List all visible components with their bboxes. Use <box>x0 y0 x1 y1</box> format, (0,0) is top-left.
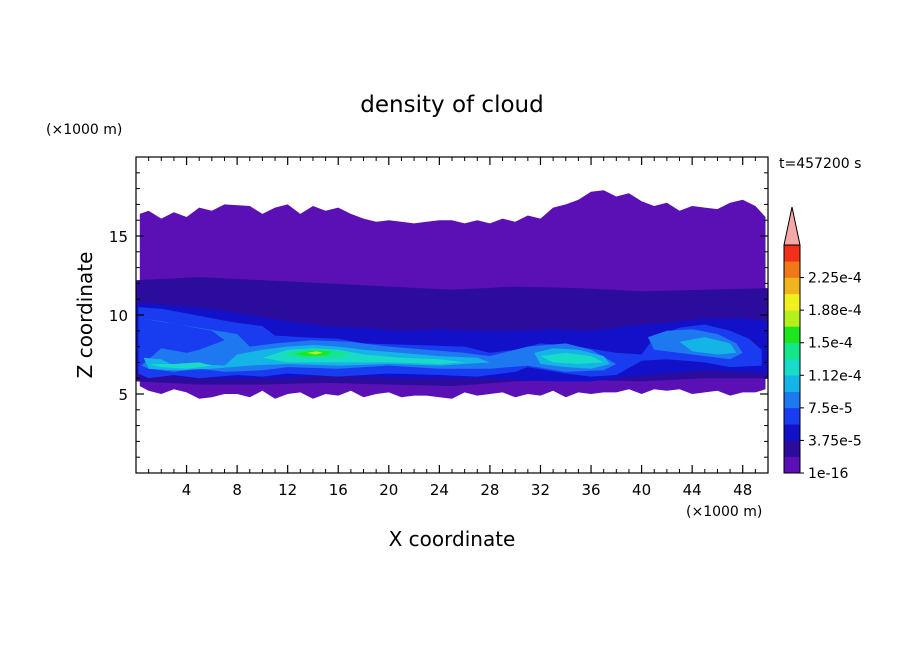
colorbar-swatch <box>784 375 800 392</box>
colorbar-label: 2.25e-4 <box>808 271 862 287</box>
y-axis-title: Z coordinate <box>73 252 97 379</box>
x-tick-label: 28 <box>480 481 499 499</box>
colorbar-swatch <box>784 326 800 344</box>
colorbar-swatch <box>784 310 800 327</box>
colorbar-extend-arrow <box>783 206 801 246</box>
x-tick-label: 48 <box>733 481 752 499</box>
colorbar-swatch <box>784 293 800 311</box>
contour-band-level-9 <box>306 351 324 355</box>
colorbar-swatch <box>784 277 800 295</box>
x-tick-label: 40 <box>632 481 651 499</box>
colorbar-swatch <box>784 245 800 262</box>
time-label: t=457200 s <box>779 156 861 172</box>
colorbar-label: 1.12e-4 <box>808 368 862 384</box>
y-unit-label: (×1000 m) <box>46 122 122 138</box>
x-tick-label: 20 <box>379 481 398 499</box>
x-tick-label: 16 <box>329 481 348 499</box>
colorbar-label: 7.5e-5 <box>808 401 853 417</box>
y-tick-label: 10 <box>109 307 128 325</box>
x-tick-label: 12 <box>278 481 297 499</box>
colorbar-swatch <box>784 261 800 278</box>
colorbar-swatch <box>784 456 800 474</box>
colorbar-swatch <box>784 342 800 360</box>
y-tick-label: 5 <box>118 386 128 404</box>
x-axis: 4 8 12 16 20 24 28 32 36 40 44 48 <box>148 157 756 499</box>
y-tick-label: 15 <box>109 228 128 246</box>
x-tick-label: 44 <box>683 481 702 499</box>
x-axis-title: X coordinate <box>389 527 516 551</box>
colorbar-label: 1.88e-4 <box>808 303 862 319</box>
y-axis: 5 10 15 <box>109 172 768 458</box>
contour-band-level-6 <box>148 362 212 369</box>
x-tick-label: 24 <box>430 481 449 499</box>
colorbar-swatch <box>784 391 800 409</box>
x-unit-label: (×1000 m) <box>686 504 762 520</box>
colorbar-label: 1.5e-4 <box>808 336 853 352</box>
colorbar: 2.25e-4 1.88e-4 1.5e-4 1.12e-4 7.5e-5 3.75e-5… <box>783 206 862 482</box>
contour-band-level-5 <box>679 337 737 355</box>
x-tick-label: 36 <box>581 481 600 499</box>
colorbar-label: 1e-16 <box>808 466 848 482</box>
plot-area <box>136 190 768 399</box>
colorbar-swatch <box>784 359 800 376</box>
x-tick-label: 32 <box>531 481 550 499</box>
colorbar-frame <box>783 244 801 474</box>
x-tick-label: 8 <box>232 481 242 499</box>
colorbar-swatch <box>784 440 800 458</box>
colorbar-swatch <box>784 407 800 425</box>
x-tick-label: 4 <box>182 481 192 499</box>
colorbar-label: 3.75e-5 <box>808 433 862 449</box>
colorbar-swatch <box>784 424 800 441</box>
contour-band-level-6 <box>540 352 604 364</box>
chart-title: density of cloud <box>360 92 543 118</box>
